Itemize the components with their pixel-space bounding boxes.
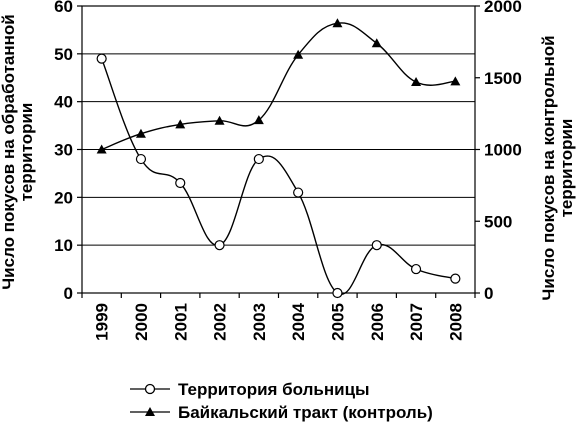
y-right-tick-label: 2000 (484, 0, 522, 16)
data-point-triangle (135, 128, 146, 138)
y-right-tick-label: 1500 (484, 69, 522, 88)
legend-label-series-2: Байкальский тракт (контроль) (178, 403, 433, 422)
x-tick-label: 2000 (132, 303, 151, 341)
y-axis-left-label-line2: территории (17, 103, 36, 202)
y-right-tick-label: 500 (484, 212, 512, 231)
data-point-triangle (450, 76, 461, 86)
series-layer (96, 18, 461, 299)
legend-label-series-1: Территория больницы (178, 380, 370, 399)
y-left-tick-label: 60 (54, 0, 73, 16)
data-point-circle (135, 153, 147, 165)
y-left-tick-label: 30 (54, 141, 73, 160)
data-point-circle (410, 263, 422, 275)
x-tick-label: 2008 (446, 303, 465, 341)
data-point-triangle (371, 38, 382, 48)
data-point-circle (214, 240, 225, 251)
x-axis: 1999 2000 2001 2002 2003 2004 2005 2006 2007 2008 (81, 293, 476, 341)
data-point-triangle (214, 115, 225, 125)
y-axis-right: 0 500 1000 1500 2000 (475, 0, 522, 303)
x-tick-label: 2007 (407, 303, 426, 341)
data-point-triangle (175, 119, 186, 129)
data-point-triangle (332, 18, 343, 28)
y-left-tick-label: 40 (54, 93, 73, 112)
legend-marker-triangle (145, 407, 155, 416)
y-left-tick-label: 50 (54, 45, 73, 64)
y-axis-left: 0 10 20 30 40 50 60 (54, 0, 82, 303)
x-tick-label: 1999 (93, 303, 112, 341)
data-point-circle (253, 153, 264, 165)
y-axis-right-label-line2: территории (557, 119, 576, 218)
data-point-triangle (293, 49, 304, 59)
legend: Территория больницы Байкальский тракт (к… (130, 380, 433, 422)
series-line-1 (100, 58, 456, 296)
x-tick-label: 2003 (250, 303, 269, 341)
data-point-circle (175, 177, 186, 189)
data-point-circle (371, 240, 382, 251)
x-tick-label: 2005 (328, 303, 347, 341)
y-right-tick-label: 1000 (484, 141, 522, 160)
data-point-circle (450, 273, 461, 284)
gridlines (82, 53, 475, 246)
data-point-triangle (411, 77, 422, 87)
x-tick-label: 2002 (211, 303, 230, 341)
x-tick-label: 2006 (368, 303, 387, 341)
data-point-circle (293, 187, 304, 198)
y-axis-right-label-line1: Число покусов на контрольной (539, 35, 558, 300)
legend-marker-circle (144, 383, 156, 395)
x-tick-label: 2004 (289, 302, 308, 340)
x-tick-label: 2001 (171, 303, 190, 341)
y-left-tick-label: 0 (64, 284, 73, 303)
y-right-tick-label: 0 (484, 284, 493, 303)
y-left-tick-label: 20 (54, 188, 73, 207)
y-left-tick-label: 10 (54, 236, 73, 255)
data-point-triangle (96, 144, 107, 154)
data-point-circle (96, 53, 107, 64)
data-point-circle (332, 287, 343, 299)
data-point-triangle (253, 115, 264, 125)
y-axis-left-label-line1: Число покусов на обработанной (0, 14, 18, 290)
series-line-2 (101, 22, 456, 151)
